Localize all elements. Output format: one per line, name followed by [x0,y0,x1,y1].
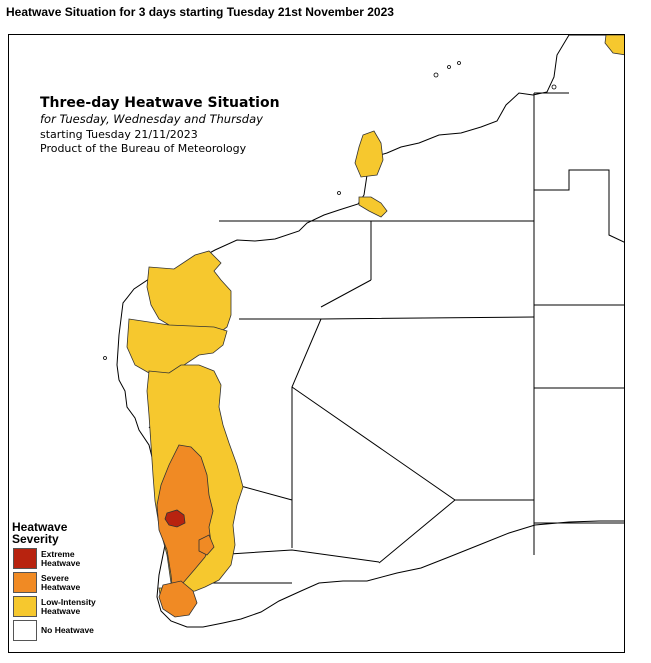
western-australia-map [103,35,624,628]
legend-swatch-no-heatwave [13,620,37,641]
map-product-line: Product of the Bureau of Meteorology [40,142,247,155]
islands [103,61,557,360]
legend-swatch-extreme [13,548,37,569]
heatwave-map: Three-day Heatwave Situation for Tuesday… [8,34,625,653]
legend-swatch-low-intensity [13,596,37,617]
legend-item-severe: Severe Heatwave [9,572,119,593]
legend: Heatwave Severity Extreme Heatwave Sever… [9,521,119,641]
map-date-line: starting Tuesday 21/11/2023 [40,128,198,141]
legend-title-line2: Severity [12,532,59,546]
page-title: Heatwave Situation for 3 days starting T… [6,5,394,19]
map-info-block: Three-day Heatwave Situation for Tuesday… [40,95,280,156]
map-title: Three-day Heatwave Situation [40,95,280,111]
map-subtitle: for Tuesday, Wednesday and Thursday [40,112,263,126]
western-australia-landmass [116,35,624,628]
region-boundaries [148,92,624,584]
extreme-heatwave-zone [164,509,186,528]
legend-label-low-intensity: Low-Intensity Heatwave [41,596,96,616]
legend-label-no-heatwave: No Heatwave [41,625,94,635]
legend-swatch-severe [13,572,37,593]
legend-label-severe: Severe Heatwave [41,572,81,592]
legend-item-extreme: Extreme Heatwave [9,548,119,569]
legend-item-no-heatwave: No Heatwave [9,620,119,641]
legend-label-extreme: Extreme Heatwave [41,548,81,568]
legend-title-line1: Heatwave [12,520,68,534]
legend-item-low-intensity: Low-Intensity Heatwave [9,596,119,617]
